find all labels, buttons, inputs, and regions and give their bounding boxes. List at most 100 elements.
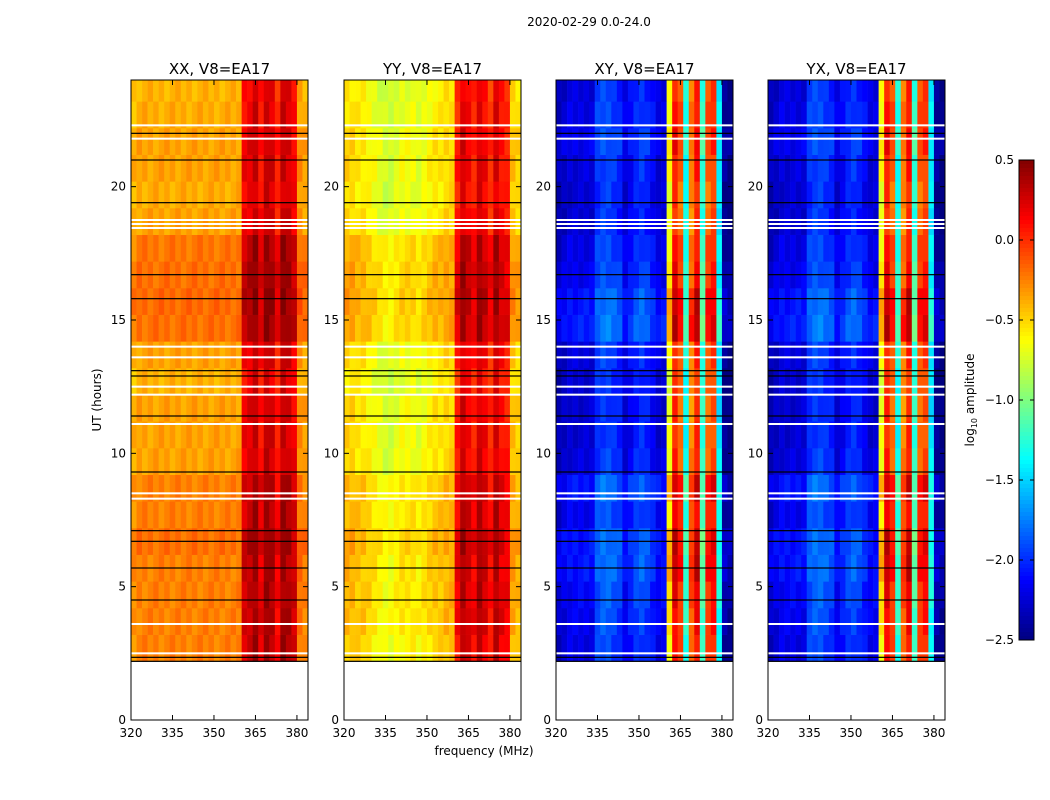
heatmap-cell xyxy=(672,474,678,502)
heatmap-cell xyxy=(661,608,667,635)
heatmap-cell xyxy=(900,421,907,449)
heatmap-cell xyxy=(158,581,165,609)
heatmap-cell xyxy=(677,314,684,342)
heatmap-cell xyxy=(911,234,918,262)
heatmap-cell xyxy=(349,394,356,422)
heatmap-cell xyxy=(589,128,596,155)
flagged-line-white xyxy=(131,124,308,127)
heatmap-cell xyxy=(677,80,684,102)
heatmap-cell xyxy=(399,181,406,209)
colorbar-segment xyxy=(1019,440,1034,445)
heatmap-cell xyxy=(169,421,176,449)
heatmap-cell xyxy=(493,154,500,182)
heatmap-cell xyxy=(616,394,623,422)
heatmap-cell xyxy=(236,181,242,209)
heatmap-cell xyxy=(666,80,673,102)
heatmap-cell xyxy=(578,234,584,262)
heatmap-cell xyxy=(355,341,361,369)
heatmap-cell xyxy=(845,634,852,662)
heatmap-cell xyxy=(605,608,612,635)
heatmap-cell xyxy=(784,634,791,662)
heatmap-cell xyxy=(252,154,259,182)
heatmap-cell xyxy=(839,181,846,209)
heatmap-cell xyxy=(252,608,259,635)
flagged-line-white xyxy=(556,223,733,225)
heatmap-cell xyxy=(716,181,723,209)
heatmap-cell xyxy=(727,288,734,315)
heatmap-cell xyxy=(509,154,516,182)
heatmap-cell xyxy=(677,448,684,475)
heatmap-cell xyxy=(382,288,389,315)
flagged-line-white xyxy=(768,345,945,348)
heatmap-cell xyxy=(622,448,629,475)
heatmap-cell xyxy=(567,128,573,155)
heatmap-cell xyxy=(421,581,428,609)
heatmap-cell xyxy=(917,448,924,475)
heatmap-cell xyxy=(147,208,154,235)
heatmap-cell xyxy=(839,634,846,662)
heatmap-cell xyxy=(460,314,466,342)
heatmap-cell xyxy=(191,474,198,502)
heatmap-cell xyxy=(153,128,159,155)
heatmap-cell xyxy=(443,501,450,529)
heatmap-cell xyxy=(460,608,466,635)
heatmap-cell xyxy=(487,341,494,369)
heatmap-cell xyxy=(677,474,684,502)
heatmap-cell xyxy=(142,394,148,422)
heatmap-cell xyxy=(136,80,143,102)
heatmap-cell xyxy=(873,448,879,475)
heatmap-cell xyxy=(716,421,723,449)
heatmap-cell xyxy=(801,341,808,369)
heatmap-cell xyxy=(922,341,929,369)
colorbar-segment xyxy=(1019,188,1034,193)
heatmap-cell xyxy=(164,448,171,475)
heatmap-cell xyxy=(460,80,466,102)
heatmap-cell xyxy=(366,501,372,529)
heatmap-cell xyxy=(773,288,780,315)
heatmap-cell xyxy=(895,608,902,635)
flagged-line-black xyxy=(131,540,308,542)
heatmap-cell xyxy=(721,421,728,449)
heatmap-cell xyxy=(611,421,618,449)
heatmap-cell xyxy=(136,368,143,395)
heatmap-cell xyxy=(180,154,187,182)
heatmap-cell xyxy=(449,608,455,635)
heatmap-cell xyxy=(241,208,248,235)
y-tick-label: 20 xyxy=(536,180,551,194)
heatmap-cell xyxy=(377,581,384,609)
heatmap-cell xyxy=(421,421,428,449)
heatmap-cell xyxy=(622,474,629,502)
heatmap-cell xyxy=(404,608,411,635)
colorbar-segment xyxy=(1019,596,1034,601)
heatmap-cell xyxy=(578,101,584,129)
heatmap-cell xyxy=(274,128,281,155)
heatmap-cell xyxy=(263,341,270,369)
heatmap-cell xyxy=(269,154,276,182)
heatmap-cell xyxy=(589,448,596,475)
heatmap-cell xyxy=(291,421,298,449)
heatmap-cell xyxy=(274,501,281,529)
heatmap-cell xyxy=(164,101,171,129)
heatmap-cell xyxy=(208,448,215,475)
heatmap-cell xyxy=(241,634,248,662)
heatmap-cell xyxy=(906,314,913,342)
flagged-line-black xyxy=(556,132,733,134)
heatmap-cell xyxy=(471,448,478,475)
heatmap-cell xyxy=(219,341,226,369)
heatmap-cell xyxy=(650,501,656,529)
heatmap-cell xyxy=(790,288,796,315)
heatmap-cell xyxy=(355,128,361,155)
heatmap-cell xyxy=(556,154,562,182)
colorbar-segment xyxy=(1019,168,1034,173)
heatmap-cell xyxy=(291,234,298,262)
heatmap-cell xyxy=(302,581,309,609)
colorbar-segment xyxy=(1019,280,1034,285)
heatmap-cell xyxy=(906,208,913,235)
heatmap-cell xyxy=(812,394,819,422)
heatmap-cell xyxy=(801,474,808,502)
heatmap-cell xyxy=(291,581,298,609)
heatmap-cell xyxy=(377,128,384,155)
heatmap-cell xyxy=(131,341,137,369)
heatmap-cell xyxy=(589,581,596,609)
heatmap-cell xyxy=(666,368,673,395)
